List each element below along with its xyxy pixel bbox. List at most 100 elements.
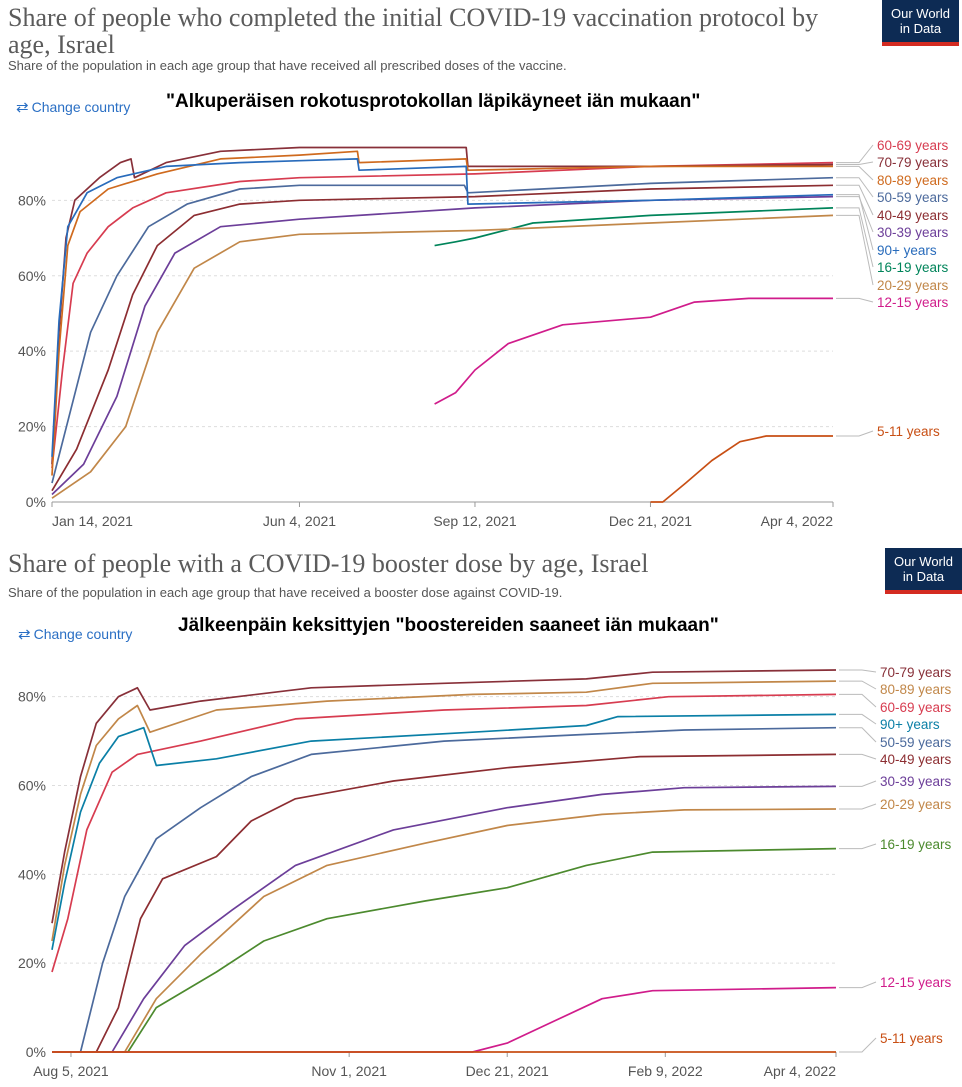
series-label: 40-49 years [880,752,952,767]
series-line [434,297,833,405]
y-tick-label: 0% [26,494,46,510]
series-label: 30-39 years [877,225,949,240]
legend-connector [836,184,874,216]
legend-connector [836,430,874,437]
series-label: 60-69 years [880,700,952,715]
x-tick-label: Dec 21, 2021 [466,1063,549,1079]
booster-line-chart: 0% 20% 40% 60% 80% Aug 5, 2021 Nov 1, 2021 Dec … [18,665,952,1079]
logo-line1: Our World [894,554,953,569]
series-label: 16-19 years [877,260,949,275]
change-country-button[interactable]: ⇄ Change country [18,625,132,643]
chart-subtitle: Share of the population in each age grou… [8,58,567,73]
legend-connector [839,981,877,989]
annotation-text: Jälkeenpäin keksittyjen "boostereiden sa… [178,615,719,636]
series-line [51,176,834,484]
chart-subtitle: Share of the population in each age grou… [8,585,563,600]
series-label: 90+ years [877,243,937,258]
x-tick-label: Apr 4, 2022 [764,1063,837,1079]
series-label: 50-59 years [880,735,952,750]
legend-connector [836,214,874,286]
logo-line2: in Data [902,569,945,584]
x-tick-label: Jun 4, 2021 [263,513,336,529]
chart-title: Share of people with a COVID-19 booster … [8,549,649,578]
legend-connector [839,843,877,850]
series-line [51,146,834,465]
series-label: 40-49 years [877,208,949,223]
owid-logo[interactable]: Our World in Data [885,548,962,594]
series-label: 70-79 years [877,155,949,170]
legend-connector [836,194,874,251]
legend-connector [836,297,874,303]
series-line [52,785,837,1053]
y-tick-label: 40% [18,343,46,359]
series-line [51,669,837,924]
series-line [52,753,837,1053]
legend-connector [836,161,874,166]
series-line [52,808,837,1053]
vaccination-protocol-panel: Share of people who completed the initia… [0,0,962,540]
change-country-button[interactable]: ⇄ Change country [16,98,130,116]
series-label: 80-89 years [880,682,952,697]
series-line [52,986,837,1053]
y-tick-label: 60% [18,268,46,284]
series-line [52,847,837,1053]
swap-arrows-icon: ⇄ [18,626,31,643]
series-line [51,713,837,950]
x-tick-label: Nov 1, 2021 [311,1063,387,1079]
series-line [51,161,834,469]
legend-connector [839,713,877,725]
change-country-label: Change country [33,626,133,642]
y-tick-label: 60% [18,777,46,793]
change-country-label: Change country [31,99,131,115]
series-line [51,195,834,496]
series-line [51,680,837,942]
series-label: 12-15 years [880,975,952,990]
logo-line2: in Data [899,21,942,36]
legend-connector [836,144,874,164]
series-line [434,207,834,247]
series-line [51,150,833,476]
logo-line1: Our World [891,6,950,21]
series-label: 90+ years [880,717,940,732]
series-label: 30-39 years [880,774,952,789]
series-label: 5-11 years [880,1031,943,1046]
chart-title: Share of people who completed the initia… [8,3,819,59]
legend-connector [839,780,877,787]
vaccination-line-chart: 0% 20% 40% 60% 80% Jan 14, 2021 Jun 4, 2021 Sep… [18,138,949,529]
legend-connector [839,693,877,708]
legend-connector [836,207,874,268]
series-line [650,435,833,503]
legend-connector [839,1037,877,1053]
y-tick-label: 80% [18,192,46,208]
series-label: 16-19 years [880,837,952,852]
legend-connector [839,753,877,760]
x-tick-label: Aug 5, 2021 [33,1063,109,1079]
x-tick-label: Dec 21, 2021 [609,513,692,529]
x-tick-label: Sep 12, 2021 [433,513,517,529]
series-line [51,214,834,499]
x-tick-label: Jan 14, 2021 [52,513,133,529]
series-label: 70-79 years [880,665,952,680]
legend-connector [839,680,877,690]
series-line [51,693,837,973]
owid-logo[interactable]: Our World in Data [882,0,959,46]
series-label: 5-11 years [877,424,940,439]
y-tick-label: 40% [18,866,46,882]
legend-connector [839,803,877,810]
swap-arrows-icon: ⇄ [16,99,29,116]
y-tick-label: 20% [18,955,46,971]
series-label: 80-89 years [877,173,949,188]
x-tick-label: Feb 9, 2022 [628,1063,703,1079]
booster-panel: Share of people with a COVID-19 booster … [0,540,962,1087]
series-label: 20-29 years [880,797,952,812]
series-label: 20-29 years [877,278,949,293]
legend-connector [836,177,874,198]
series-line [51,158,834,457]
y-tick-label: 0% [26,1044,46,1060]
series-label: 12-15 years [877,295,949,310]
annotation-text: "Alkuperäisen rokotusprotokollan läpikäy… [166,91,701,112]
y-tick-label: 80% [18,689,46,705]
series-line [52,726,837,1053]
legend-connector [836,165,874,181]
y-tick-label: 20% [18,419,46,435]
